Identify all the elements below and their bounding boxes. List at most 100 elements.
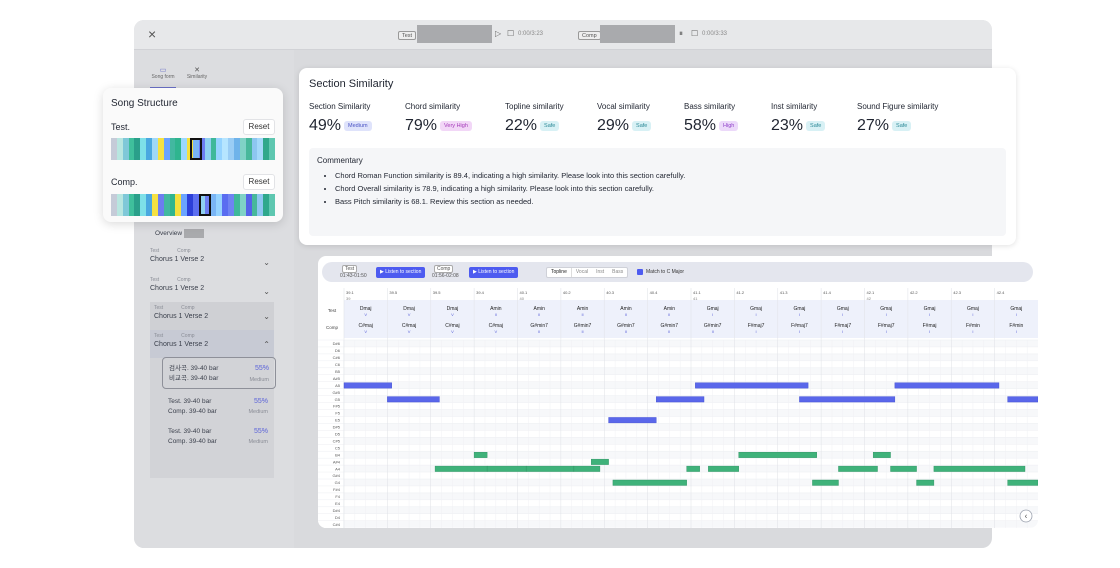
section-block[interactable] bbox=[193, 194, 199, 216]
section-pair-row[interactable]: Test Comp Chorus 1 Verse 2 ⌄ bbox=[150, 248, 270, 267]
section-block[interactable] bbox=[152, 194, 158, 216]
section-block[interactable] bbox=[169, 194, 176, 216]
section-block[interactable] bbox=[122, 194, 129, 216]
section-block[interactable] bbox=[251, 194, 258, 216]
section-block[interactable] bbox=[122, 138, 129, 160]
section-block[interactable] bbox=[152, 138, 158, 160]
tab-topline[interactable]: Topline bbox=[547, 268, 572, 277]
stop-icon[interactable]: ☐ bbox=[507, 29, 515, 38]
section-block[interactable] bbox=[204, 194, 211, 216]
section-pair-row-active[interactable]: Test Comp Chorus 1 Verse 2 ⌃ bbox=[150, 330, 274, 358]
section-block[interactable] bbox=[210, 194, 217, 216]
comp-chord: F#maj7 bbox=[748, 323, 765, 329]
section-block[interactable] bbox=[157, 194, 164, 216]
scroll-left-button[interactable] bbox=[1019, 509, 1033, 523]
section-block[interactable] bbox=[181, 194, 188, 216]
test-waveform[interactable] bbox=[417, 25, 492, 43]
section-block[interactable] bbox=[222, 194, 229, 216]
section-block[interactable] bbox=[116, 138, 123, 160]
section-block[interactable] bbox=[269, 138, 275, 160]
bar-match-item-selected[interactable]: 검사곡. 39-40 bar 비교곡. 39-40 bar 55% Medium bbox=[162, 357, 276, 389]
stop-icon[interactable]: ☐ bbox=[691, 29, 699, 38]
tab-bass[interactable]: Bass bbox=[612, 269, 624, 275]
section-block[interactable] bbox=[140, 138, 147, 160]
section-block[interactable] bbox=[228, 194, 235, 216]
section-block[interactable] bbox=[239, 138, 246, 160]
topline-note bbox=[799, 396, 896, 403]
section-block[interactable] bbox=[234, 138, 240, 160]
listen-test-button[interactable]: ▶ Listen to section bbox=[376, 267, 426, 278]
section-block[interactable] bbox=[157, 138, 164, 160]
close-icon[interactable]: × bbox=[148, 26, 157, 42]
metric-value: 22% Safe bbox=[505, 117, 564, 135]
section-block[interactable] bbox=[134, 138, 141, 160]
play-icon[interactable]: ▷ bbox=[495, 29, 502, 38]
test-reset-button[interactable]: Reset bbox=[243, 119, 275, 135]
section-block[interactable] bbox=[181, 138, 188, 160]
section-block[interactable] bbox=[198, 138, 205, 160]
piano-roll[interactable]: 39.139DmajVC#majV39.5DmajVC#majV39.5Dmaj… bbox=[318, 288, 1038, 528]
selected-section-marker[interactable] bbox=[198, 194, 211, 216]
section-pair-row[interactable]: Test Comp Chorus 1 Verse 2 ⌄ bbox=[150, 277, 270, 296]
section-block[interactable] bbox=[116, 194, 123, 216]
section-block[interactable] bbox=[245, 194, 252, 216]
test-roman: I bbox=[712, 312, 713, 317]
bar-match-item[interactable]: Test. 39-40 bar Comp. 39-40 bar 55% Medi… bbox=[168, 428, 268, 445]
topline-note bbox=[343, 382, 392, 389]
section-block[interactable] bbox=[111, 194, 117, 216]
listen-comp-button[interactable]: ▶ Listen to section bbox=[469, 267, 519, 278]
test-chord: Amin bbox=[664, 306, 676, 312]
comp-waveform[interactable] bbox=[600, 25, 675, 43]
section-block[interactable] bbox=[234, 194, 240, 216]
section-pair-row[interactable]: Test Comp Chorus 1 Verse 2 ⌄ bbox=[150, 302, 274, 330]
section-block[interactable] bbox=[187, 194, 194, 216]
section-block[interactable] bbox=[222, 138, 229, 160]
section-block[interactable] bbox=[175, 194, 182, 216]
section-block[interactable] bbox=[257, 138, 264, 160]
bass-note bbox=[486, 465, 527, 472]
section-block[interactable] bbox=[134, 194, 141, 216]
comp-chord: G#min7 bbox=[704, 323, 722, 329]
tab-vocal[interactable]: Vocal bbox=[575, 269, 589, 275]
bass-note bbox=[708, 465, 739, 472]
section-block[interactable] bbox=[216, 138, 223, 160]
bar-match-item[interactable]: Test. 39-40 bar Comp. 39-40 bar 55% Medi… bbox=[168, 398, 268, 415]
test-structure-strip[interactable] bbox=[111, 138, 275, 160]
comp-structure-strip[interactable] bbox=[111, 194, 275, 216]
section-block[interactable] bbox=[251, 138, 258, 160]
section-block[interactable] bbox=[257, 194, 264, 216]
pitch-label: C6 bbox=[335, 362, 341, 367]
match-checkbox[interactable] bbox=[637, 269, 643, 275]
section-block[interactable] bbox=[128, 194, 135, 216]
pause-icon[interactable]: ⏸ bbox=[679, 29, 683, 38]
section-block[interactable] bbox=[204, 138, 211, 160]
section-block[interactable] bbox=[210, 138, 217, 160]
section-block[interactable] bbox=[163, 138, 170, 160]
section-block[interactable] bbox=[228, 138, 235, 160]
section-block[interactable] bbox=[216, 194, 223, 216]
chevron-up-icon: ⌃ bbox=[263, 340, 270, 349]
section-block[interactable] bbox=[263, 194, 270, 216]
section-block[interactable] bbox=[163, 194, 170, 216]
section-block[interactable] bbox=[128, 138, 135, 160]
pitch-label: D#6 bbox=[333, 341, 341, 346]
comp-reset-button[interactable]: Reset bbox=[243, 174, 275, 190]
section-block[interactable] bbox=[269, 194, 275, 216]
tab-song-form[interactable]: ▭ Song form bbox=[148, 66, 178, 80]
comp-roman: I bbox=[799, 329, 800, 334]
section-block[interactable] bbox=[245, 138, 252, 160]
bar-number: 39.4 bbox=[476, 290, 485, 295]
tab-inst[interactable]: Inst bbox=[596, 269, 605, 275]
section-block[interactable] bbox=[146, 194, 153, 216]
selected-section-marker[interactable] bbox=[190, 138, 202, 160]
section-block[interactable] bbox=[169, 138, 176, 160]
section-block[interactable] bbox=[198, 194, 205, 216]
section-block[interactable] bbox=[175, 138, 182, 160]
section-block[interactable] bbox=[239, 194, 246, 216]
tab-similarity[interactable]: ✕ Similarity bbox=[182, 66, 212, 80]
section-block[interactable] bbox=[193, 138, 199, 160]
section-block[interactable] bbox=[146, 138, 153, 160]
section-block[interactable] bbox=[263, 138, 270, 160]
section-block[interactable] bbox=[140, 194, 147, 216]
section-block[interactable] bbox=[111, 138, 117, 160]
